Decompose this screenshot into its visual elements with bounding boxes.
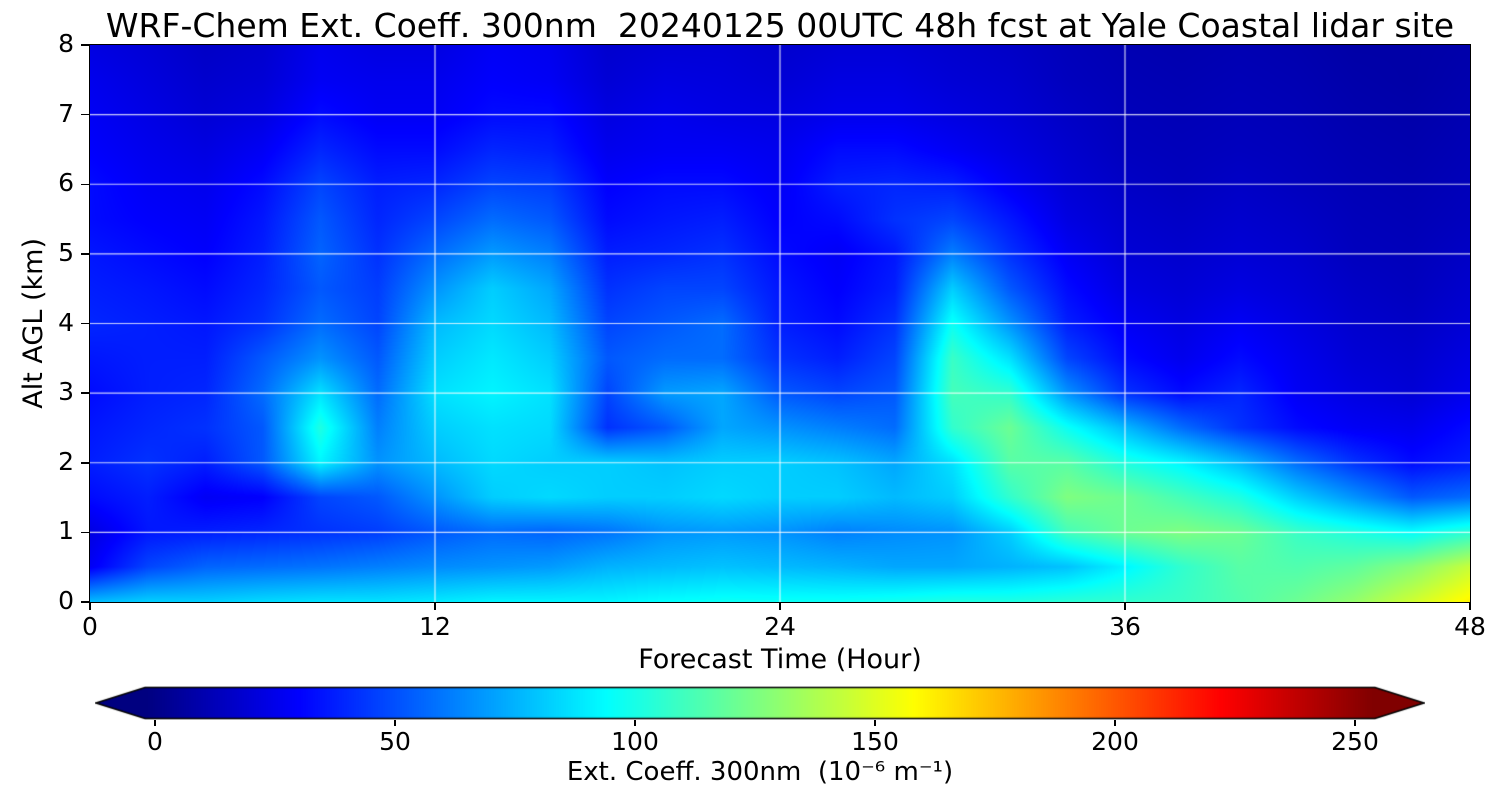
x-tick-label: 48 bbox=[1454, 612, 1486, 641]
y-tick-mark bbox=[81, 392, 90, 394]
colorbar-tick-label: 0 bbox=[147, 727, 163, 756]
plot-area bbox=[88, 43, 1471, 603]
x-tick-mark bbox=[89, 602, 91, 610]
y-tick-mark bbox=[81, 462, 90, 464]
x-tick-mark bbox=[1469, 602, 1471, 610]
y-tick-label: 2 bbox=[58, 446, 74, 476]
y-tick-mark bbox=[81, 601, 90, 603]
y-tick-mark bbox=[81, 113, 90, 116]
y-tick-label: 6 bbox=[58, 168, 74, 198]
y-tick-label: 3 bbox=[58, 377, 74, 407]
colorbar-tick-mark bbox=[874, 720, 876, 726]
colorbar-tick-label: 100 bbox=[611, 727, 659, 756]
x-tick-label: 0 bbox=[82, 612, 98, 641]
y-tick-label: 7 bbox=[58, 98, 74, 128]
colorbar-tick-label: 250 bbox=[1331, 727, 1379, 756]
y-tick-mark bbox=[81, 322, 90, 325]
x-tick-mark bbox=[434, 602, 436, 610]
chart-title: WRF-Chem Ext. Coeff. 300nm 20240125 00UT… bbox=[105, 6, 1455, 45]
y-tick-label: 8 bbox=[58, 29, 74, 58]
colorbar-tick-label: 150 bbox=[851, 727, 899, 756]
colorbar-label: Ext. Coeff. 300nm (10⁻⁶ m⁻¹) bbox=[566, 757, 954, 787]
y-tick-mark bbox=[81, 183, 90, 185]
y-tick-mark bbox=[81, 44, 90, 46]
y-tick-label: 5 bbox=[58, 237, 74, 267]
y-tick-label: 0 bbox=[58, 586, 74, 615]
colorbar-tick-mark bbox=[394, 720, 396, 726]
colorbar-tick-mark bbox=[1354, 720, 1356, 726]
colorbar-tick-label: 50 bbox=[379, 727, 411, 756]
y-tick-label: 4 bbox=[58, 307, 74, 337]
x-axis-label: Forecast Time (Hour) bbox=[638, 644, 922, 675]
x-tick-mark bbox=[1124, 602, 1126, 610]
colorbar-tick-mark bbox=[634, 720, 636, 726]
x-tick-mark bbox=[779, 602, 781, 610]
colorbar-tick-mark bbox=[154, 720, 156, 726]
x-tick-label: 12 bbox=[419, 612, 451, 641]
y-tick-label: 1 bbox=[58, 516, 74, 546]
colorbar-canvas bbox=[95, 686, 1425, 720]
x-tick-label: 36 bbox=[1109, 612, 1141, 641]
x-tick-label: 24 bbox=[764, 612, 796, 641]
y-tick-mark bbox=[81, 531, 90, 534]
y-tick-mark bbox=[81, 253, 90, 255]
heatmap-canvas bbox=[89, 44, 1470, 602]
colorbar-tick-mark bbox=[1114, 720, 1116, 726]
colorbar-tick-label: 200 bbox=[1091, 727, 1139, 756]
